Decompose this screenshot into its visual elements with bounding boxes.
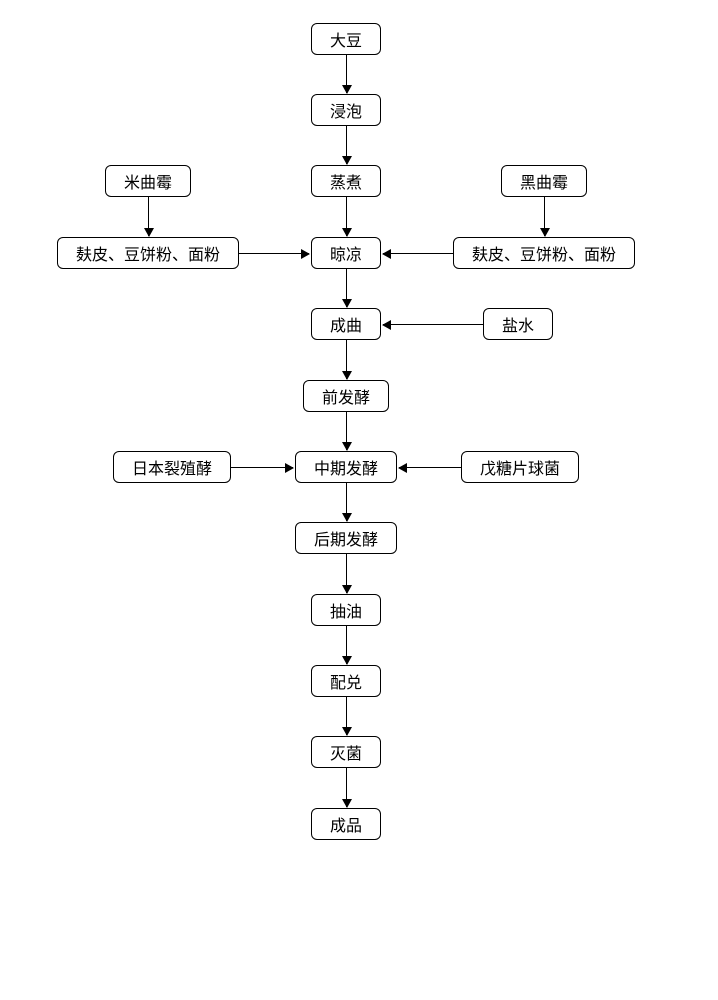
arrow-n11-n13 [346,412,347,450]
arrow-n6-n7 [239,253,309,254]
node-yeast: 日本裂殖酵 [113,451,231,483]
node-brine: 盐水 [483,308,553,340]
arrow-n14-n13 [399,467,461,468]
node-extract-oil: 抽油 [311,594,381,626]
arrow-n9-n11 [346,340,347,379]
arrow-n5-n8 [544,197,545,236]
node-bran-mix-right: 麸皮、豆饼粉、面粉 [453,237,635,269]
arrow-n12-n13 [231,467,293,468]
arrow-n3-n6 [148,197,149,236]
arrow-n7-n9 [346,269,347,307]
arrow-n1-n2 [346,55,347,93]
node-blend: 配兑 [311,665,381,697]
node-finished: 成品 [311,808,381,840]
arrow-n16-n17 [346,626,347,664]
node-aspergillus-niger: 黑曲霉 [501,165,587,197]
node-pediococcus: 戊糖片球菌 [461,451,579,483]
arrow-n15-n16 [346,554,347,593]
node-soybean: 大豆 [311,23,381,55]
node-bran-mix-left: 麸皮、豆饼粉、面粉 [57,237,239,269]
arrow-n18-n19 [346,768,347,807]
node-steam: 蒸煮 [311,165,381,197]
arrow-n10-n9 [383,324,483,325]
node-sterilize: 灭菌 [311,736,381,768]
arrow-n4-n7 [346,197,347,236]
arrow-n2-n4 [346,126,347,164]
node-pre-ferment: 前发酵 [303,380,389,412]
arrow-n17-n18 [346,697,347,735]
node-mid-ferment: 中期发酵 [295,451,397,483]
node-soak: 浸泡 [311,94,381,126]
arrow-n13-n15 [346,483,347,521]
node-koji: 成曲 [311,308,381,340]
arrow-n8-n7 [383,253,453,254]
node-post-ferment: 后期发酵 [295,522,397,554]
node-aspergillus-oryzae: 米曲霉 [105,165,191,197]
node-cool: 晾凉 [311,237,381,269]
